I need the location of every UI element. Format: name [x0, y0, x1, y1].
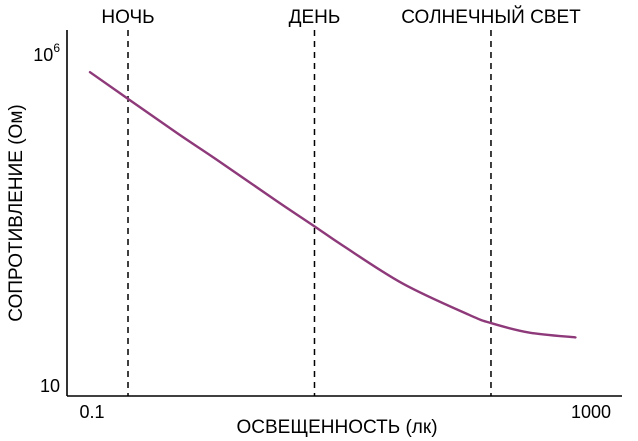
y-tick-label-min: 10: [40, 376, 60, 396]
y-tick-label-max: 106: [33, 41, 60, 65]
x-tick-label-min: 0.1: [79, 402, 104, 422]
series-line-0: [88, 70, 577, 339]
region-label-2: СОЛНЕЧНЫЙ СВЕТ: [401, 6, 581, 28]
region-markers: НОЧЬ ДЕНЬ СОЛНЕЧНЫЙ СВЕТ: [101, 6, 581, 396]
y-axis-title: СОПРОТИВЛЕНИЕ (Ом): [6, 104, 27, 321]
x-axis-title: ОСВЕЩЕННОСТЬ (лк): [236, 417, 437, 438]
region-label-1: ДЕНЬ: [289, 7, 341, 28]
x-tick-label-max: 1000: [571, 402, 611, 422]
region-label-0: НОЧЬ: [101, 7, 154, 28]
series-layer: [88, 70, 577, 339]
axes: [66, 30, 622, 397]
